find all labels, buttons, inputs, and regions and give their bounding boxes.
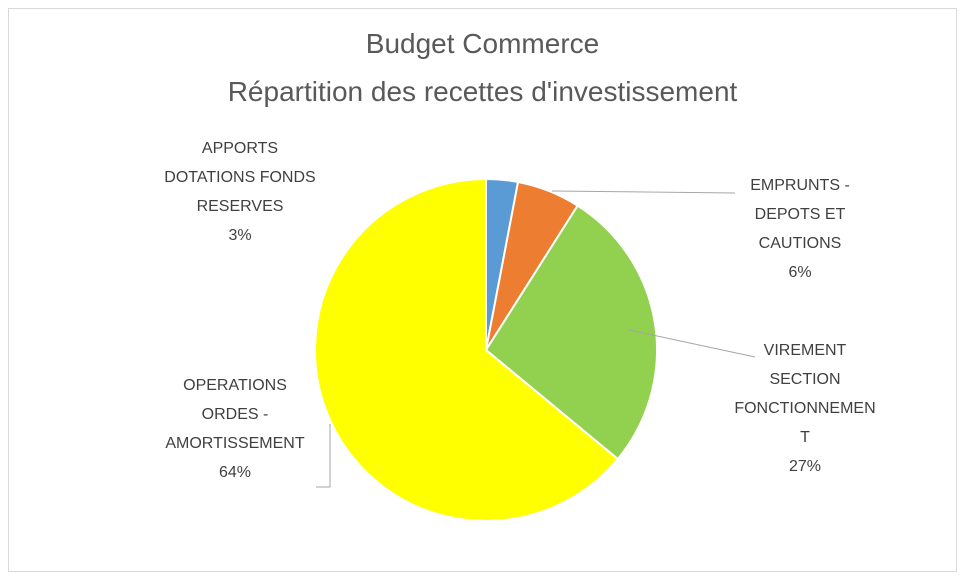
pie-slice	[484, 204, 658, 461]
slice-label: EMPRUNTS - DEPOTS ET CAUTIONS 6%	[735, 171, 865, 287]
leader-line	[551, 190, 736, 194]
slice-label: APPORTS DOTATIONS FONDS RESERVES 3%	[160, 134, 320, 250]
slice-label: OPERATIONS ORDES - AMORTISSEMENT 64%	[160, 371, 310, 487]
chart-subtitle: Répartition des recettes d'investissemen…	[227, 76, 738, 107]
percent-label: 3%	[228, 227, 252, 244]
leader-line	[628, 329, 756, 358]
category-label: APPORTS DOTATIONS FONDS RESERVES	[164, 140, 316, 215]
chart-title: Budget Commerce	[365, 28, 600, 59]
category-label: VIREMENT SECTION FONCTIONNEMENT	[734, 342, 876, 446]
percent-label: 27%	[788, 458, 822, 475]
leader-line	[316, 424, 331, 488]
slice-label: VIREMENT SECTION FONCTIONNEMENT 27%	[720, 336, 890, 481]
category-label: EMPRUNTS - DEPOTS ET CAUTIONS	[750, 177, 850, 252]
percent-label: 64%	[218, 464, 252, 481]
pie-slice	[314, 177, 620, 522]
percent-label: 6%	[788, 264, 812, 281]
category-label: OPERATIONS ORDES - AMORTISSEMENT	[165, 377, 305, 452]
